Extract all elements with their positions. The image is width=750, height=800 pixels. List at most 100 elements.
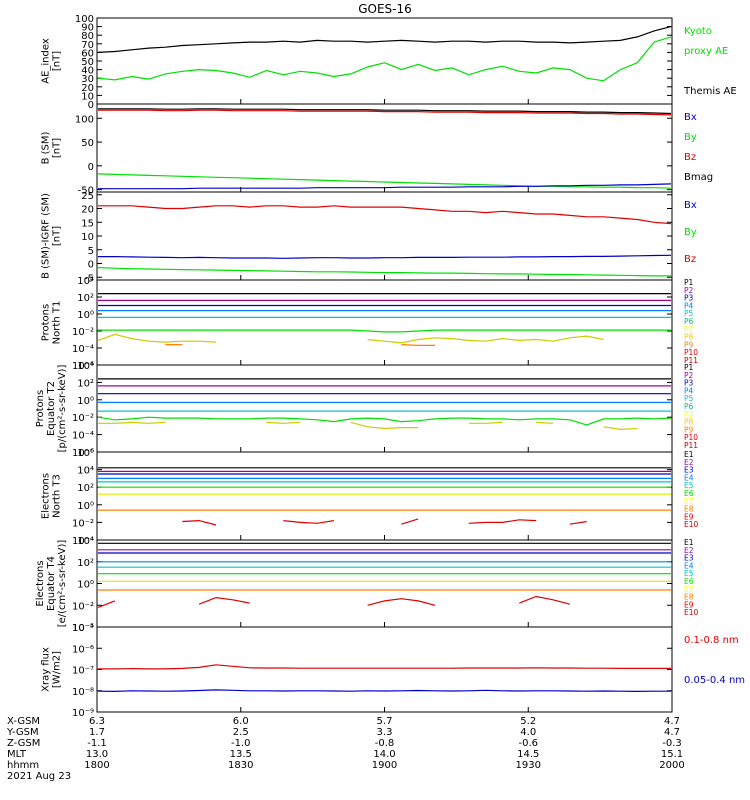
x-column-value: 2000: [659, 760, 684, 771]
x-column-value: 4.0: [520, 727, 536, 738]
y-tick-label: 15: [81, 218, 94, 229]
legend-label: E10: [684, 520, 699, 529]
legend-label: E2: [684, 546, 694, 555]
y-tick-label: 100: [75, 14, 94, 25]
y-tick-label: 10⁰: [77, 501, 94, 512]
legend-label: P10: [684, 433, 698, 442]
legend-label: E9: [684, 512, 694, 521]
legend-label: E3: [684, 466, 694, 475]
y-tick-label: 5: [88, 246, 94, 257]
series-line-pn-7: [165, 344, 436, 346]
y-tick-label: 70: [81, 40, 94, 51]
y-axis-label: [nT]: [52, 51, 63, 71]
panel-frame: [96, 17, 673, 105]
series-line-xray-1: [97, 689, 671, 693]
legend-label: Themis AE: [683, 86, 737, 97]
y-tick-label: 10⁰: [77, 310, 94, 321]
legend-label: 0.1-0.8 nm: [684, 635, 739, 646]
y-tick-label: 10⁰: [77, 396, 94, 407]
series-line-bsm-0: [98, 108, 672, 115]
y-tick-label: 10⁴: [77, 361, 94, 372]
x-column-value: 1.7: [89, 727, 105, 738]
panel-frame: [96, 103, 673, 193]
x-column-value: 5.2: [520, 716, 536, 727]
series-line-pe-5: [97, 416, 672, 426]
legend-label: Kyoto: [684, 26, 712, 37]
chart-title: GOES-16: [358, 2, 412, 16]
y-tick-label: 20: [81, 205, 94, 216]
y-axis-label: Protons: [41, 304, 52, 341]
series-line-ae-1: [97, 36, 672, 82]
y-axis-label: B (SM): [41, 131, 52, 164]
legend-label: E9: [684, 600, 694, 609]
x-column-value: -0.8: [375, 738, 395, 749]
legend-label: P8: [684, 333, 694, 342]
x-column-value: 14.5: [517, 749, 539, 760]
x-column-value: 13.5: [230, 749, 252, 760]
series-line-pe-6: [98, 421, 638, 431]
legend-label: E5: [684, 481, 694, 490]
series-line-en-8: [182, 518, 587, 526]
y-tick-label: 10⁻⁴: [72, 344, 94, 355]
legend-label: E10: [684, 608, 699, 617]
legend-label: Bx: [684, 200, 697, 211]
x-column-value: 1830: [228, 760, 253, 771]
y-tick-label: 50: [81, 138, 94, 149]
y-tick-label: 10⁻²: [72, 413, 94, 424]
y-tick-label: 10⁻⁶: [72, 448, 94, 459]
x-column-value: 1800: [84, 760, 109, 771]
legend-label: Bx: [684, 112, 697, 123]
series-line-bigrf-2: [97, 267, 671, 277]
x-column-value: -0.6: [518, 738, 538, 749]
x-column-value: 14.0: [373, 749, 395, 760]
x-column-value: 5.7: [377, 716, 393, 727]
y-tick-label: 10⁻²: [72, 601, 94, 612]
y-tick-label: 30: [81, 74, 94, 85]
y-tick-label: 10⁻⁴: [72, 536, 94, 547]
y-tick-label: 50: [81, 57, 94, 68]
series-line-ae-0: [97, 26, 672, 53]
legend-label: E7: [684, 497, 694, 506]
y-tick-label: 10⁻⁹: [72, 708, 94, 719]
legend-label: P2: [684, 286, 694, 295]
legend-label: By: [684, 132, 697, 143]
y-tick-label: 10²: [77, 293, 94, 304]
legend-label: proxy AE: [684, 46, 728, 57]
y-tick-label: 10⁴: [77, 536, 94, 547]
x-row-label: Z-GSM: [7, 738, 40, 749]
y-axis-label: [W/m2]: [52, 651, 63, 688]
legend-label: P6: [684, 317, 694, 326]
legend-label: Bz: [684, 254, 696, 265]
legend-label: P4: [684, 301, 694, 310]
y-tick-label: 10⁻⁴: [72, 431, 94, 442]
series-line-xray-0: [98, 664, 671, 670]
y-tick-label: 10²: [77, 558, 94, 569]
series-line-bsm-1: [98, 109, 672, 116]
y-tick-label: 0: [88, 100, 94, 111]
y-tick-label: 25: [81, 191, 94, 202]
legend-label: P1: [684, 278, 694, 287]
y-axis-label: B (SM)-IGRF (SM): [41, 193, 52, 279]
y-axis-label: [p/(cm²-s-sr-keV)]: [57, 365, 68, 453]
y-axis-label: North T3: [52, 474, 63, 518]
y-tick-label: 20: [81, 83, 94, 94]
x-column-value: -1.0: [231, 738, 251, 749]
panel-xray: 10⁻⁹ 10⁻⁸ 10⁻⁷ 10⁻⁶ 10⁻⁵ Xray flux [W/m2] 0.1-0…: [41, 623, 746, 719]
panel-pe: 10⁻⁶ 10⁻⁴ 10⁻² 10⁰ 10² 10⁴ Protons Equator T2 [p…: [35, 361, 698, 459]
y-tick-label: 10⁻⁸: [72, 687, 94, 698]
x-column-value: 1930: [516, 760, 541, 771]
y-tick-label: 10: [81, 232, 94, 243]
y-axis-label: Protons: [35, 390, 46, 427]
legend-label: E4: [684, 473, 694, 482]
y-tick-label: 10⁻⁶: [72, 361, 94, 372]
legend-label: E6: [684, 577, 694, 586]
y-axis-label: [e/(cm²-s-sr-keV)]: [57, 540, 68, 628]
legend-label: E5: [684, 569, 694, 578]
y-tick-label: 10⁰: [77, 580, 94, 591]
y-axis-label: Xray flux: [41, 647, 52, 692]
y-tick-label: -50: [78, 186, 94, 197]
panel-frame: [96, 364, 673, 453]
y-tick-label: 60: [81, 48, 94, 59]
legend-label: P7: [684, 410, 694, 419]
